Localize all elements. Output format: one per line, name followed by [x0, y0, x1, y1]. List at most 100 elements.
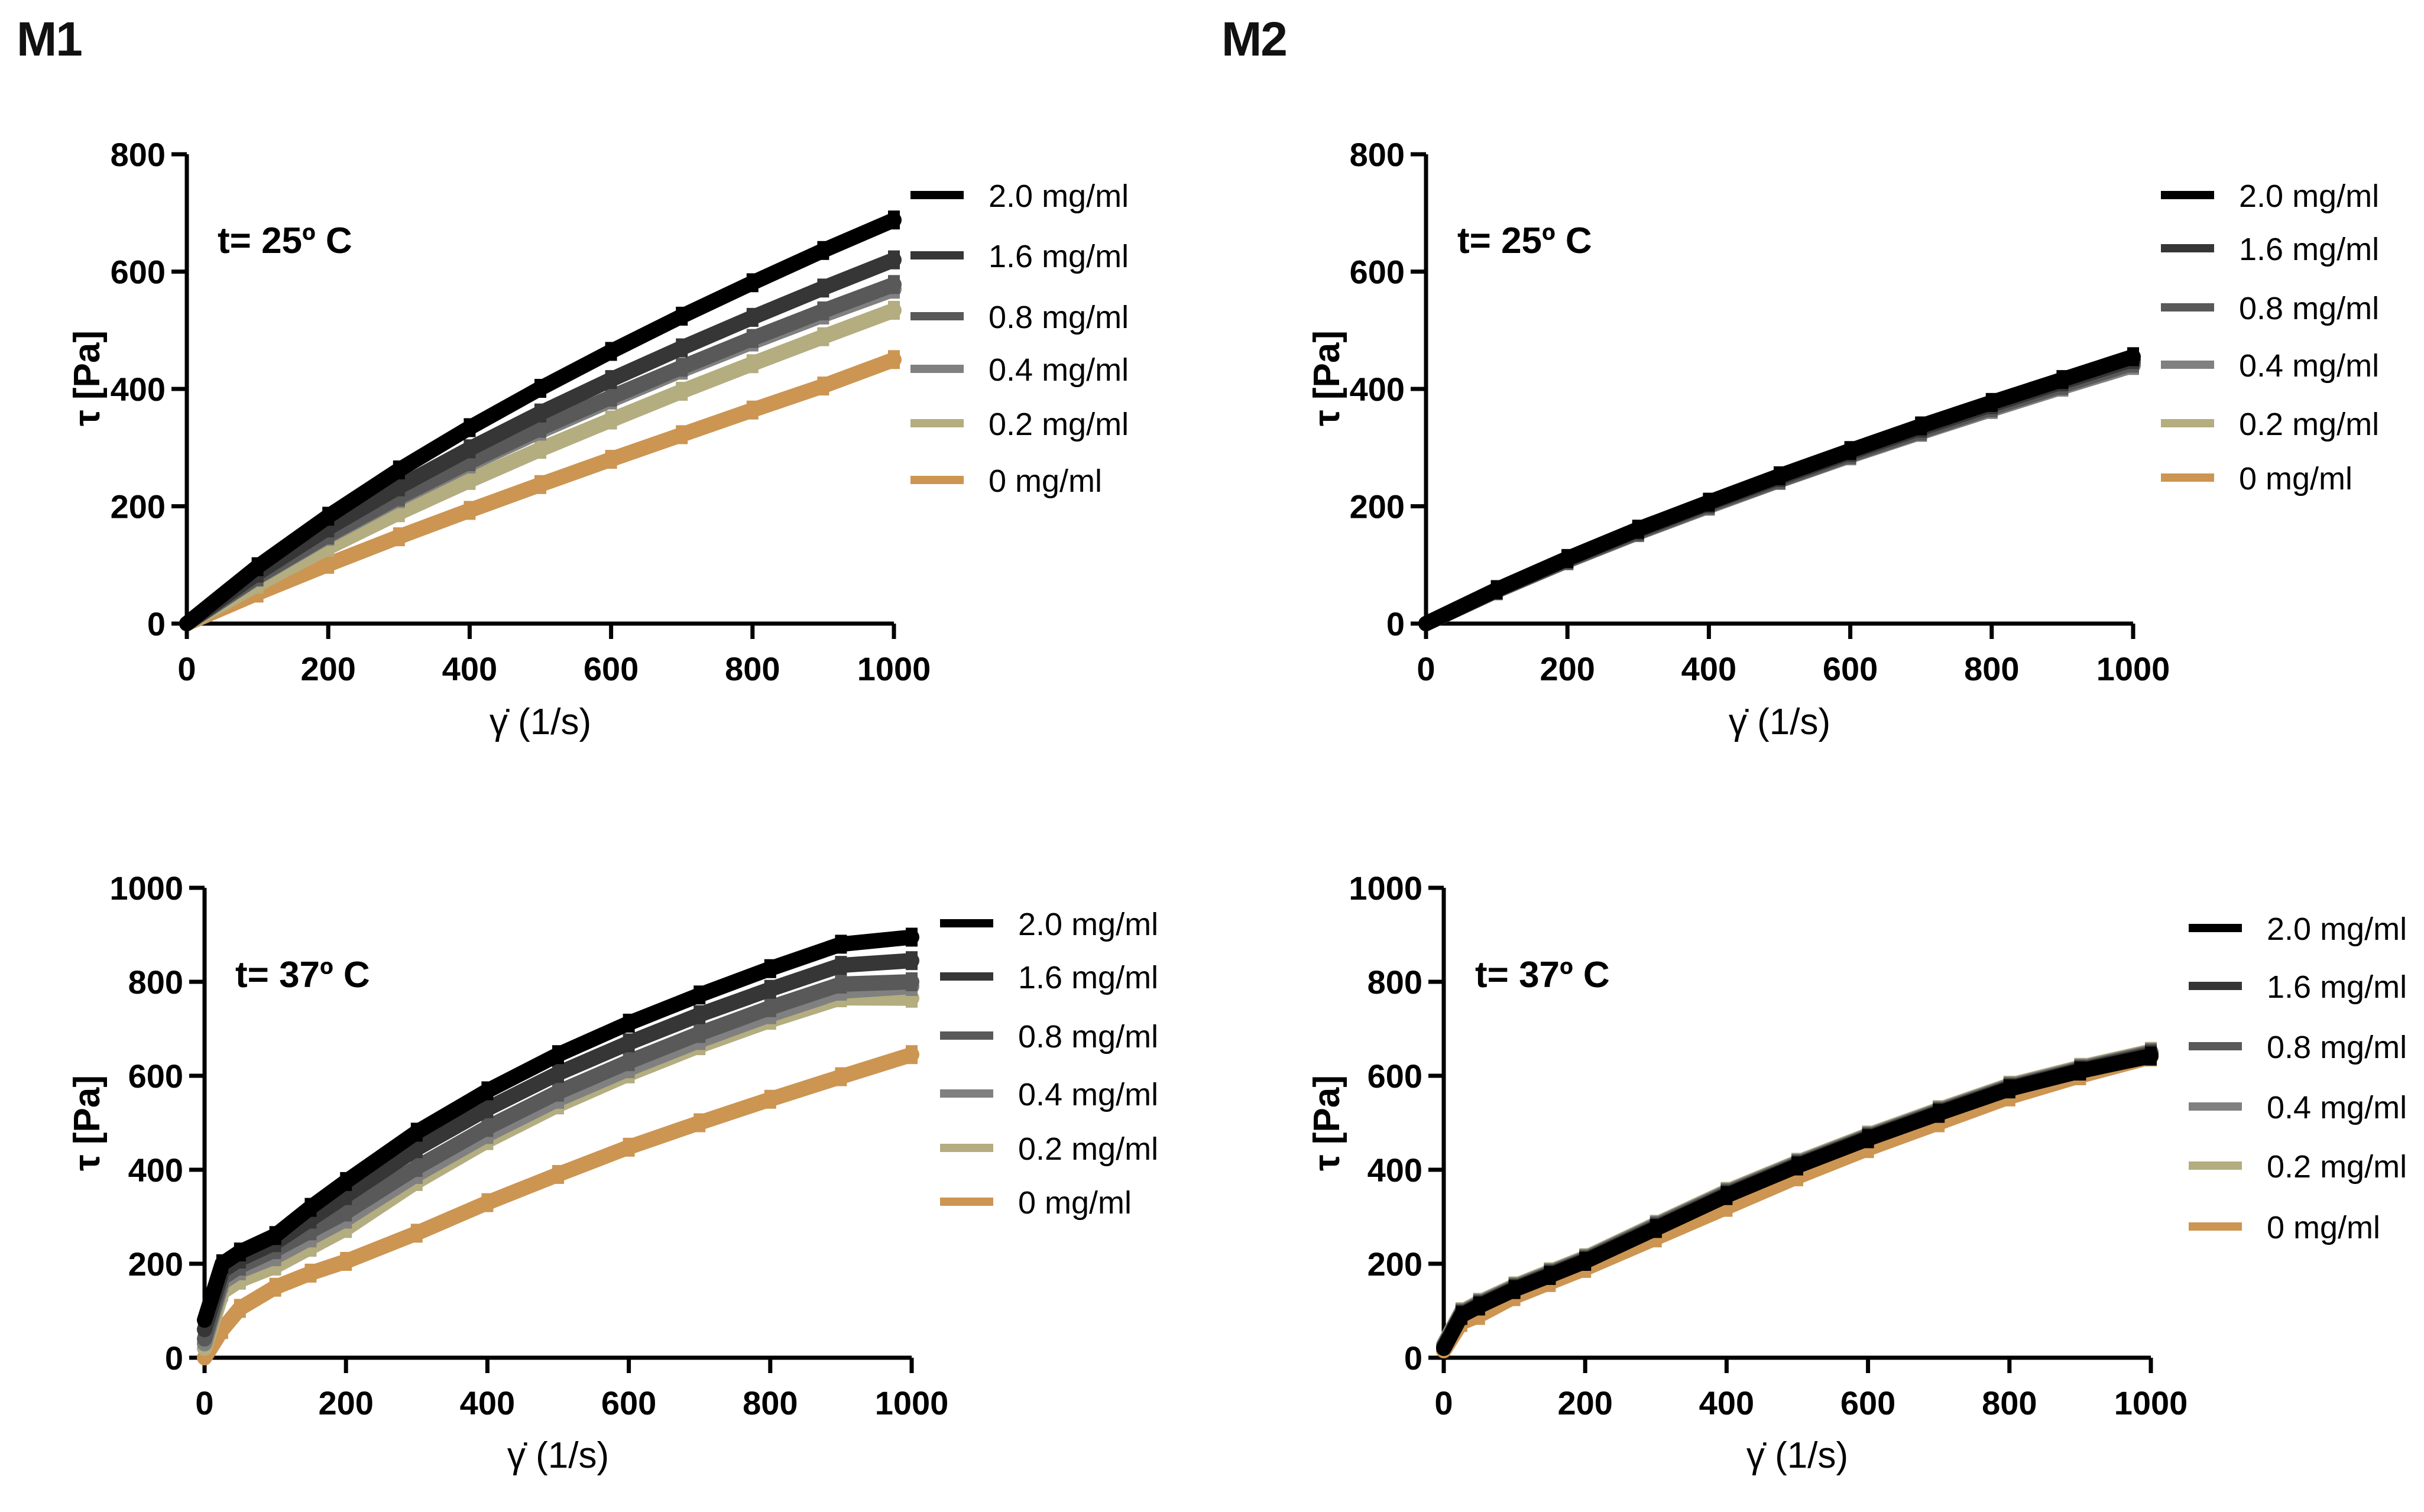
data-point	[764, 1089, 776, 1109]
x-tick-label: 800	[1982, 1384, 2037, 1422]
data-point	[269, 1277, 281, 1297]
data-point	[534, 418, 546, 438]
legend-label: 0.2 mg/ml	[989, 407, 1129, 442]
data-point	[676, 338, 688, 358]
data-point	[605, 342, 617, 361]
data-point	[552, 1064, 564, 1083]
x-axis-label: γ̇ (1/s)	[1746, 1435, 1848, 1476]
data-point	[906, 927, 918, 947]
data-point	[2145, 1046, 2157, 1066]
data-point	[1844, 441, 1856, 460]
data-point	[1650, 1219, 1662, 1238]
y-tick-label: 800	[111, 136, 166, 173]
data-point	[676, 306, 688, 326]
legend-label: 2.0 mg/ml	[989, 179, 1129, 214]
data-point	[746, 273, 759, 293]
chart-m2-25c: 0 200 400 600 800 0 200 400 600 800 1000 γ̇ (1/s) τ …	[1307, 136, 2379, 742]
chart-title: t= 25º C	[218, 220, 352, 261]
x-tick-label: 600	[601, 1384, 656, 1422]
data-point	[393, 460, 405, 479]
series-line-0-8-mg-ml	[1436, 1045, 2159, 1354]
legend-label: 0.8 mg/ml	[2267, 1030, 2407, 1065]
series-line-0-8-mg-ml	[197, 974, 919, 1347]
y-tick-label: 200	[1350, 488, 1405, 525]
data-point	[1455, 1306, 1467, 1325]
y-tick-label: 800	[1367, 963, 1422, 1001]
series-line-0-mg-ml	[1436, 1049, 2159, 1359]
x-tick-label: 200	[300, 650, 355, 687]
data-point	[835, 1067, 847, 1086]
data-point	[623, 1033, 635, 1053]
data-point	[410, 1139, 423, 1159]
data-point	[835, 956, 847, 975]
data-point	[1544, 1266, 1556, 1285]
data-point	[835, 935, 847, 954]
y-axis-label: τ [Pa]	[1307, 330, 1347, 426]
data-point	[1774, 466, 1785, 485]
data-point	[817, 278, 829, 298]
data-point	[605, 450, 617, 469]
data-point	[322, 507, 335, 526]
data-point	[464, 501, 476, 520]
y-tick-label: 600	[128, 1057, 183, 1095]
x-tick-label: 0	[1417, 650, 1435, 687]
chart-title: t= 37º C	[1475, 955, 1610, 995]
y-axis-label: τ [Pa]	[1307, 1075, 1347, 1171]
legend-label: 0 mg/ml	[1018, 1185, 1132, 1221]
data-point	[817, 241, 829, 260]
data-point	[888, 275, 900, 294]
y-tick-label: 600	[1367, 1057, 1422, 1095]
data-point	[251, 557, 264, 576]
y-tick-label: 400	[128, 1151, 183, 1189]
data-point	[906, 951, 918, 971]
y-tick-label: 200	[128, 1245, 183, 1283]
data-point	[410, 1158, 423, 1177]
data-point	[1985, 392, 1998, 412]
y-tick-label: 1000	[109, 869, 183, 907]
data-point	[694, 1024, 706, 1043]
data-point	[216, 1254, 228, 1273]
data-point	[2003, 1079, 2015, 1099]
data-point	[481, 1099, 494, 1118]
data-point	[534, 440, 546, 459]
y-tick-label: 800	[1350, 136, 1405, 173]
x-tick-label: 400	[1699, 1384, 1754, 1422]
legend-label: 0 mg/ml	[2267, 1210, 2380, 1245]
data-point	[906, 1045, 918, 1065]
x-tick-label: 0	[177, 650, 196, 687]
data-point	[393, 477, 405, 497]
legend-label: 0.4 mg/ml	[2239, 348, 2379, 384]
chart-m1-25c: 0 200 400 600 800 0 200 400 600 800 1000 γ̇ (1/s) τ …	[67, 136, 1129, 742]
data-point	[676, 358, 688, 377]
x-tick-label: 400	[442, 650, 497, 687]
data-point	[888, 350, 900, 369]
data-point	[464, 418, 476, 437]
data-point	[2127, 347, 2139, 366]
data-point	[746, 307, 759, 327]
y-tick-label: 0	[147, 605, 166, 643]
data-point	[340, 1172, 352, 1191]
data-point	[605, 387, 617, 407]
data-point	[552, 1045, 564, 1065]
series-line-1-6-mg-ml	[1436, 1047, 2159, 1355]
data-point	[340, 1202, 352, 1222]
legend-label: 0.4 mg/ml	[989, 352, 1129, 388]
y-tick-label: 400	[111, 371, 166, 408]
data-point	[1791, 1156, 1803, 1176]
y-tick-label: 1000	[1349, 869, 1422, 907]
x-tick-label: 0	[1434, 1384, 1453, 1422]
x-tick-label: 600	[584, 650, 639, 687]
data-point	[817, 377, 829, 396]
data-point	[694, 985, 706, 1005]
data-point	[304, 1198, 317, 1217]
legend-label: 1.6 mg/ml	[2267, 969, 2407, 1005]
data-point	[1703, 492, 1715, 512]
data-point	[676, 425, 688, 444]
data-point	[1933, 1104, 1945, 1123]
data-point	[1561, 549, 1574, 568]
series-line-0-2-mg-ml	[1436, 1043, 2159, 1352]
x-tick-label: 800	[725, 650, 780, 687]
data-point	[481, 1118, 494, 1137]
x-axis-label: γ̇ (1/s)	[507, 1435, 609, 1476]
